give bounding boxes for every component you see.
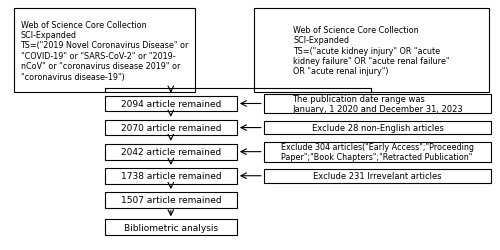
Text: Web of Science Core Collection
SCI-Expanded
TS=("2019 Novel Coronavirus Disease": Web of Science Core Collection SCI-Expan… <box>20 20 189 81</box>
Text: 2042 article remained: 2042 article remained <box>120 148 221 156</box>
FancyBboxPatch shape <box>264 169 492 183</box>
Text: Exclude 231 Irrevelant articles: Exclude 231 Irrevelant articles <box>314 172 442 180</box>
FancyBboxPatch shape <box>254 10 489 92</box>
FancyBboxPatch shape <box>264 94 492 114</box>
FancyBboxPatch shape <box>105 120 237 136</box>
FancyBboxPatch shape <box>105 96 237 112</box>
Text: 1738 article remained: 1738 article remained <box>120 172 221 180</box>
Text: Exclude 28 non-English articles: Exclude 28 non-English articles <box>312 124 444 132</box>
FancyBboxPatch shape <box>14 10 196 92</box>
FancyBboxPatch shape <box>264 121 492 135</box>
Text: 2094 article remained: 2094 article remained <box>120 100 221 108</box>
Text: Exclude 304 articles("Early Access";"Proceeding
Paper";"Book Chapters";"Retracte: Exclude 304 articles("Early Access";"Pro… <box>281 142 474 162</box>
FancyBboxPatch shape <box>105 168 237 184</box>
Text: The publication date range was
January, 1 2020 and December 31, 2023: The publication date range was January, … <box>292 94 463 114</box>
FancyBboxPatch shape <box>105 192 237 208</box>
FancyBboxPatch shape <box>105 220 237 235</box>
Text: 2070 article remained: 2070 article remained <box>120 124 221 132</box>
FancyBboxPatch shape <box>264 142 492 162</box>
Text: 1507 article remained: 1507 article remained <box>120 196 221 204</box>
Text: Bibliometric analysis: Bibliometric analysis <box>124 223 218 232</box>
FancyBboxPatch shape <box>105 144 237 160</box>
Text: Web of Science Core Collection
SCI-Expanded
TS=("acute kidney injury" OR "acute
: Web of Science Core Collection SCI-Expan… <box>293 26 450 76</box>
